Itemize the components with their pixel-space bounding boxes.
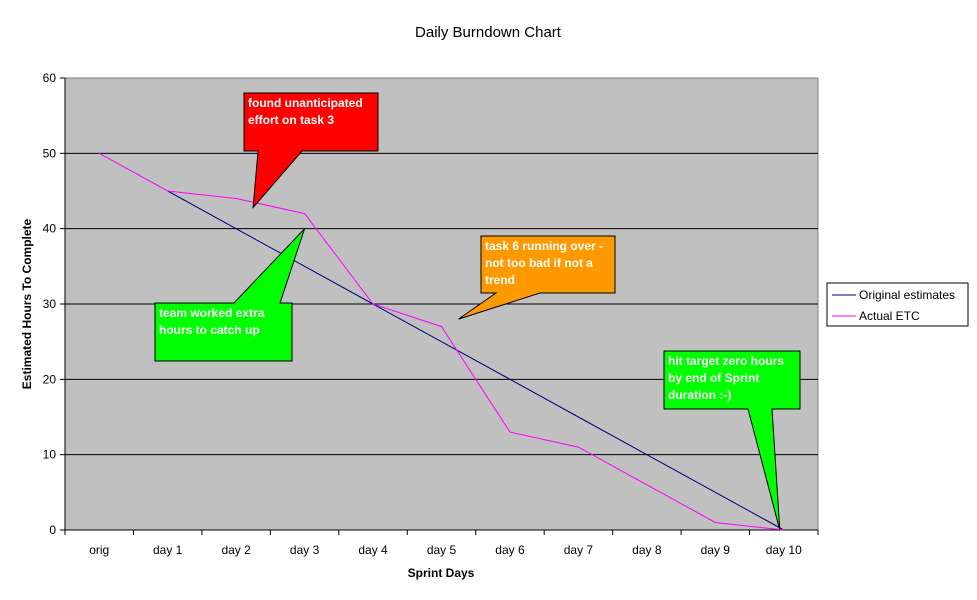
callout-unanticipated: found unanticipated effort on task 3 <box>243 92 379 209</box>
x-tick-label: day 4 <box>358 543 388 557</box>
callout-shape <box>663 350 801 531</box>
x-tick-label: day 7 <box>564 543 594 557</box>
callout-shape <box>243 92 379 209</box>
callout-zero-hours: hit target zero hours by end of Sprint dur… <box>663 350 801 531</box>
callout-text-line: not too bad if not a <box>485 256 593 270</box>
legend-label: Original estimates <box>859 288 955 302</box>
axes: 0 10 20 30 40 50 60 orig day 1 day 2 day 3 day 4 day… <box>43 71 819 557</box>
x-tick-label: day 8 <box>632 543 662 557</box>
x-tick-label: day 1 <box>153 543 183 557</box>
series-lines <box>98 152 785 531</box>
y-tick-label: 10 <box>43 448 57 462</box>
callout-shape <box>458 235 616 320</box>
x-tick-label: orig <box>89 543 109 557</box>
series-line-actual-etc <box>98 152 784 531</box>
legend-box <box>826 282 969 327</box>
series-line-original-estimates <box>167 190 785 531</box>
x-tick-label: day 6 <box>495 543 525 557</box>
callout-text-line: by end of Sprint <box>668 371 759 385</box>
callout-extra-hours: team worked extra hours to catch up <box>154 228 306 362</box>
y-tick-label: 20 <box>43 372 57 386</box>
callout-text-line: trend <box>485 273 515 287</box>
chart-title: Daily Burndown Chart <box>415 24 562 41</box>
x-tick-label: day 10 <box>766 543 802 557</box>
x-tick-label: day 5 <box>427 543 457 557</box>
callout-text-line: found unanticipated <box>248 96 363 110</box>
legend-label: Actual ETC <box>859 309 920 323</box>
callout-text-line: team worked extra <box>159 306 265 320</box>
y-tick-label: 40 <box>43 222 57 236</box>
y-tick-label: 30 <box>43 297 57 311</box>
y-tick-label: 60 <box>43 71 57 85</box>
callout-text-line: effort on task 3 <box>248 113 334 127</box>
x-axis-title: Sprint Days <box>408 566 475 580</box>
callout-task6: task 6 running over - not too bad if not … <box>458 235 616 320</box>
callout-text-line: hit target zero hours <box>668 354 784 368</box>
x-tick-label: day 9 <box>701 543 731 557</box>
x-tick-label: day 3 <box>290 543 320 557</box>
callouts: found unanticipated effort on task 3 team … <box>154 92 801 531</box>
x-tick-label: day 2 <box>221 543 251 557</box>
y-tick-label: 0 <box>49 523 56 537</box>
legend: Original estimates Actual ETC <box>826 282 969 327</box>
y-axis-title: Estimated Hours To Complete <box>20 218 34 389</box>
y-tick-label: 50 <box>43 146 57 160</box>
callout-text-line: duration :-) <box>668 388 731 402</box>
callout-shape <box>154 228 306 362</box>
callout-text-line: task 6 running over - <box>485 239 603 253</box>
callout-text-line: hours to catch up <box>159 323 260 337</box>
